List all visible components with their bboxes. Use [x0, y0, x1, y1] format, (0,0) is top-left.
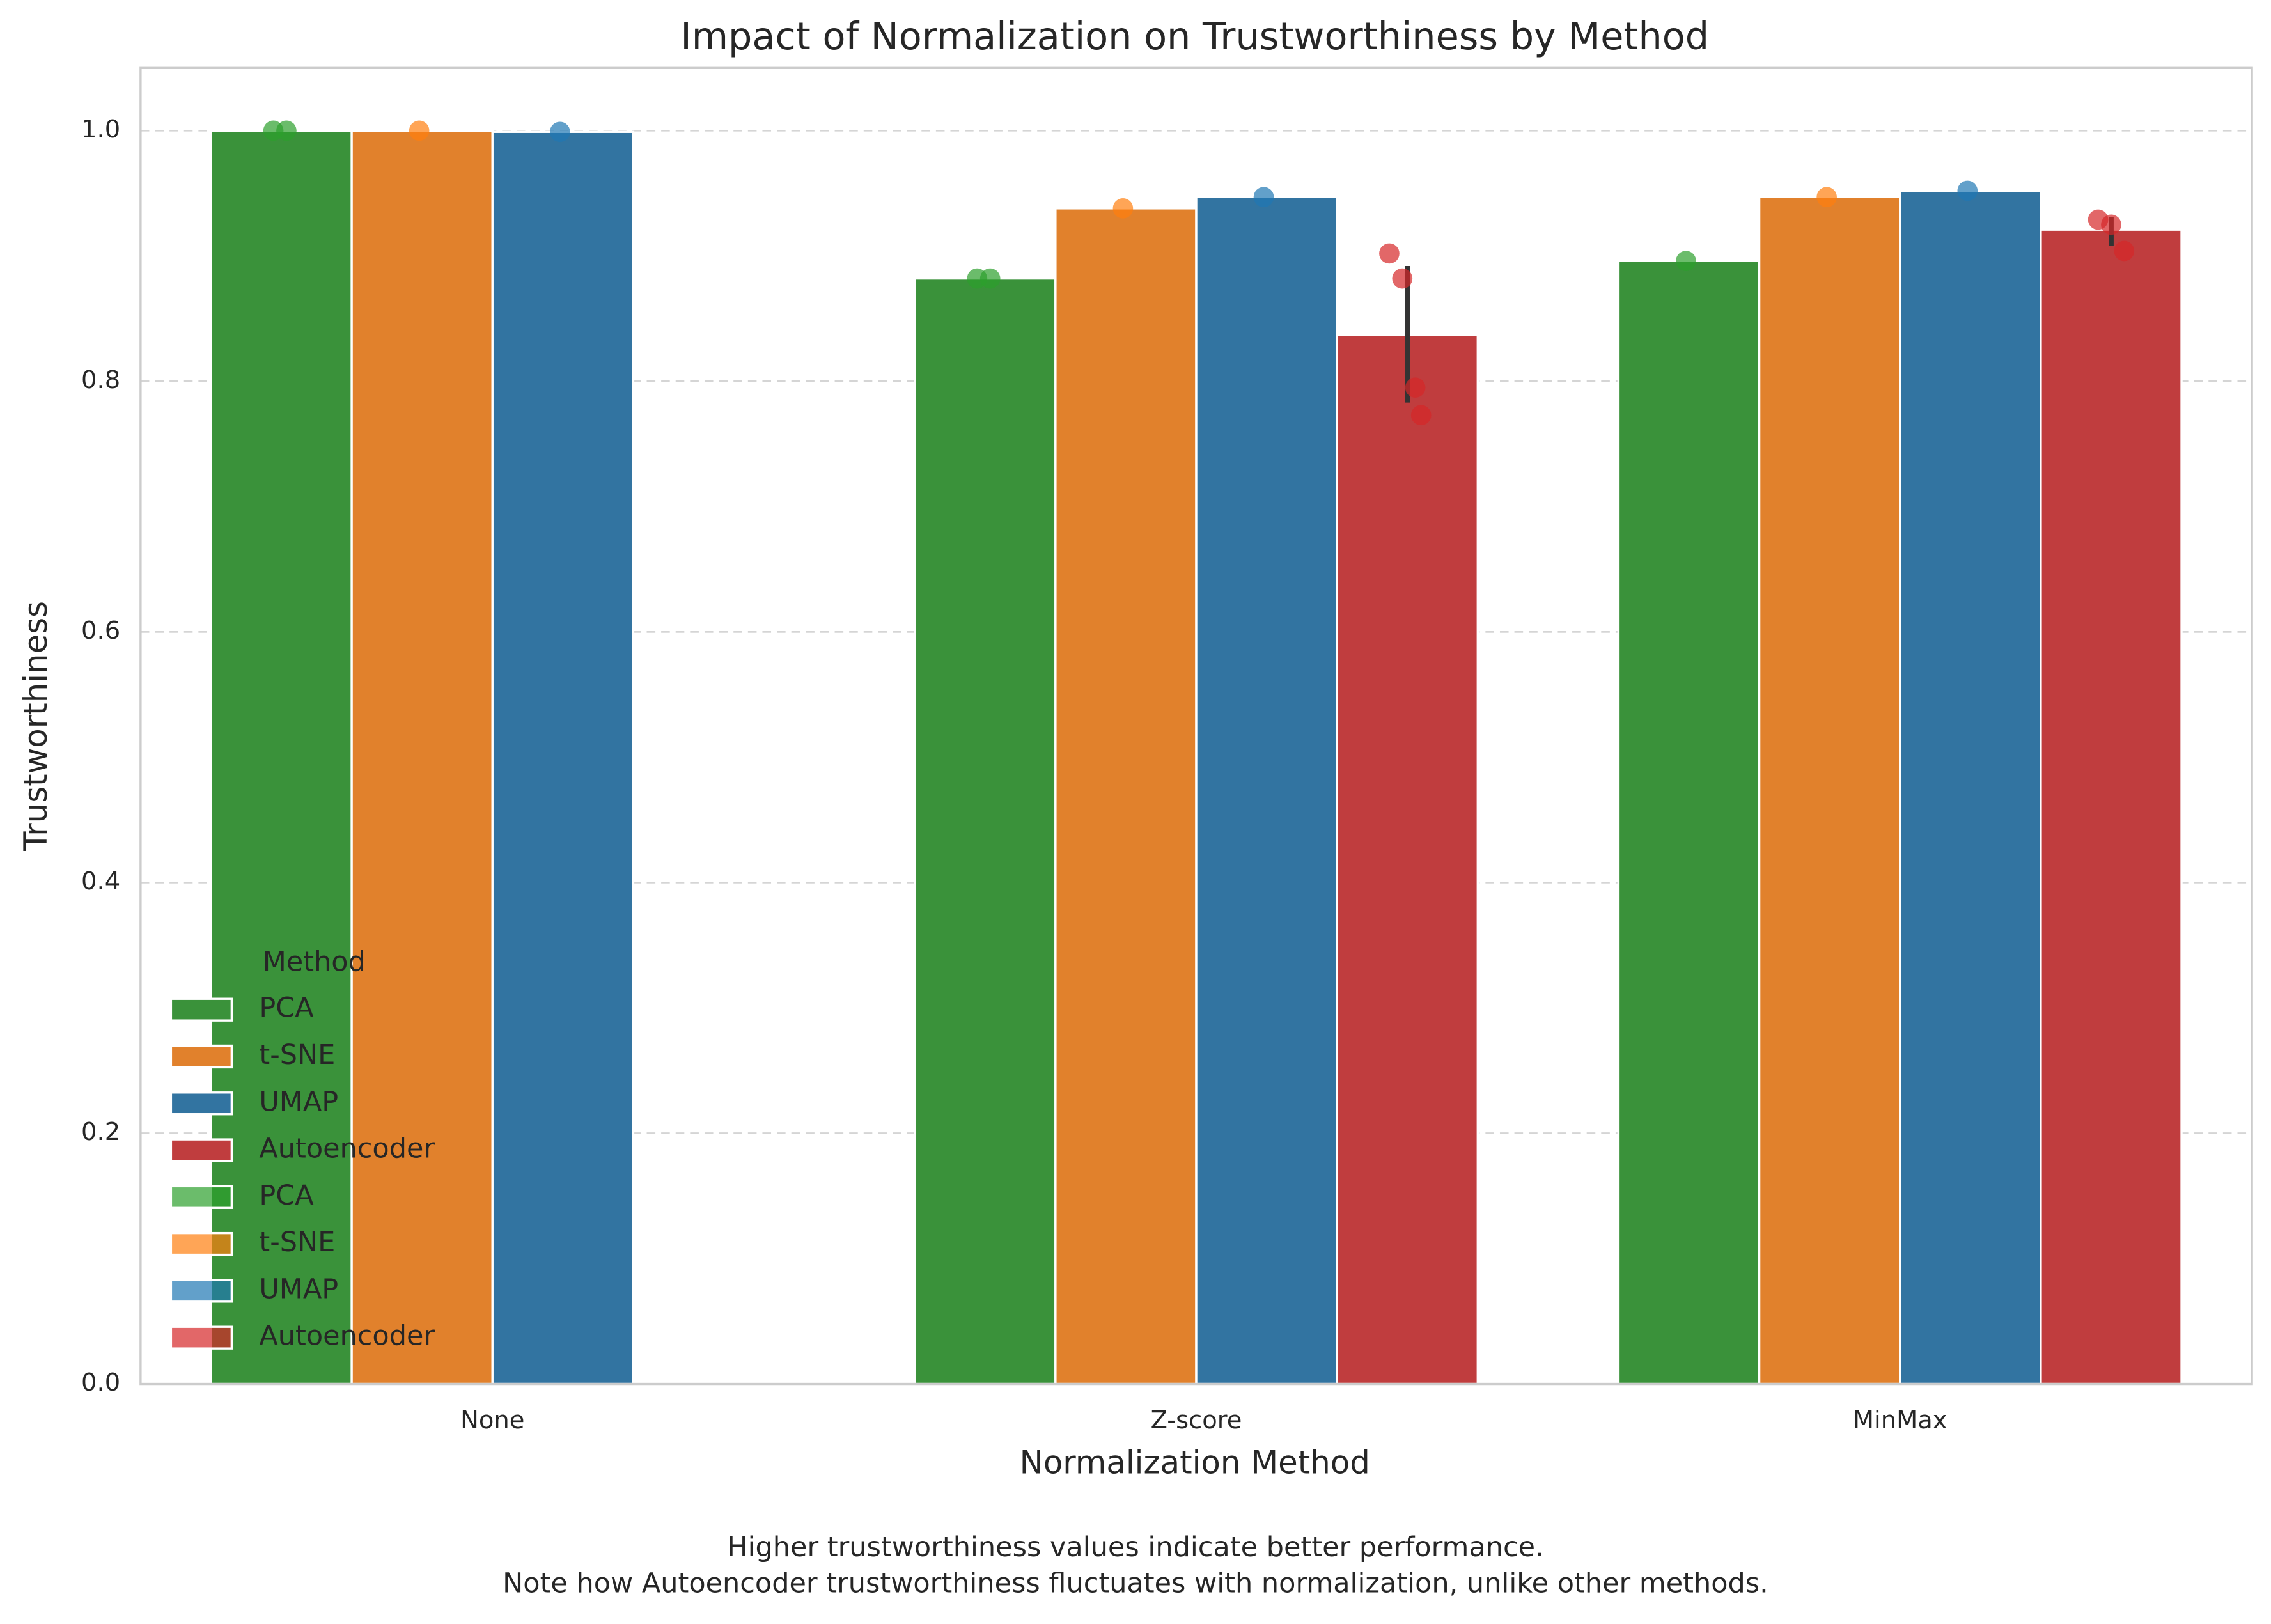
x-tick-label: Z-score	[1151, 1406, 1242, 1435]
y-tick-label: 0.6	[81, 616, 120, 645]
legend-swatch	[169, 1325, 233, 1350]
data-point	[1410, 405, 1432, 426]
data-point	[2114, 240, 2135, 262]
y-tick-label: 0.0	[81, 1368, 120, 1397]
legend-label: UMAP	[259, 1086, 338, 1118]
legend-swatch	[169, 1185, 233, 1209]
bar	[1195, 196, 1338, 1386]
bar	[1758, 196, 1901, 1386]
legend-swatch	[169, 997, 233, 1022]
data-point	[1676, 251, 1696, 272]
bar	[350, 129, 494, 1386]
data-point	[1405, 377, 1426, 398]
data-point	[549, 121, 570, 143]
legend-label: PCA	[259, 992, 314, 1024]
data-point	[1379, 243, 1400, 264]
data-point	[1816, 187, 1837, 208]
data-point	[1392, 268, 1413, 289]
x-tick-label: None	[460, 1406, 524, 1435]
bar	[914, 277, 1057, 1386]
legend-label: UMAP	[259, 1273, 338, 1305]
data-point	[2101, 214, 2121, 235]
bar	[491, 130, 635, 1386]
bar	[2040, 228, 2183, 1386]
x-axis-label: Normalization Method	[1020, 1444, 1370, 1481]
x-tick-label: MinMax	[1853, 1406, 1947, 1435]
data-point	[1253, 187, 1274, 208]
legend-swatch	[169, 1231, 233, 1256]
bar	[1336, 334, 1479, 1386]
legend-swatch	[169, 1279, 233, 1303]
bar	[1899, 189, 2042, 1386]
caption: Note how Autoencoder trustworthiness flu…	[503, 1567, 1768, 1599]
y-tick-label: 0.8	[81, 366, 120, 394]
legend-label: Autoencoder	[259, 1133, 435, 1165]
y-axis-label: Trustworthiness	[17, 601, 54, 852]
legend-label: Autoencoder	[259, 1320, 435, 1352]
legend-label: PCA	[259, 1180, 314, 1212]
legend-swatch	[169, 1044, 233, 1069]
chart-title: Impact of Normalization on Trustworthine…	[680, 14, 1709, 58]
y-tick-label: 1.0	[81, 115, 120, 144]
bar	[1617, 260, 1761, 1386]
bar	[1054, 207, 1198, 1386]
y-tick-label: 0.4	[81, 867, 120, 896]
legend-label: t-SNE	[259, 1226, 335, 1258]
plot-frame	[139, 66, 2253, 1386]
data-point	[1112, 198, 1134, 219]
data-point	[276, 120, 297, 141]
legend-label: t-SNE	[259, 1039, 335, 1071]
data-point	[979, 268, 1001, 289]
data-point	[1957, 180, 1978, 201]
y-tick-label: 0.2	[81, 1118, 120, 1146]
caption: Higher trustworthiness values indicate b…	[727, 1531, 1543, 1563]
legend-swatch	[169, 1091, 233, 1116]
legend-swatch	[169, 1138, 233, 1162]
legend-title: Method	[263, 946, 366, 978]
data-point	[409, 120, 430, 141]
